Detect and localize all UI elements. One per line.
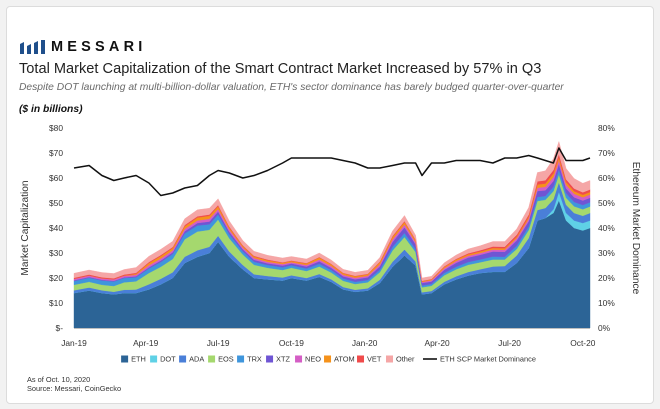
x-tick-label: Oct-19 bbox=[279, 338, 304, 348]
brand-name: MESSARI bbox=[51, 39, 147, 55]
as-of-note: As of Oct. 10, 2020 bbox=[27, 375, 91, 384]
y-tick-label: $70 bbox=[49, 148, 63, 158]
x-tick-label: Jul-19 bbox=[207, 338, 230, 348]
y2-axis-title: Ethereum Market Dominance bbox=[630, 162, 641, 295]
legend-label: XTZ bbox=[276, 355, 290, 364]
y2-tick-label: 50% bbox=[598, 198, 615, 208]
legend-label: Other bbox=[396, 355, 415, 364]
legend-label: ADA bbox=[189, 355, 204, 364]
legend-label: ETH bbox=[131, 355, 146, 364]
legend-swatch-eth bbox=[121, 355, 129, 363]
y-tick-label: $40 bbox=[49, 223, 63, 233]
legend-label: ETH SCP Market Dominance bbox=[440, 355, 536, 364]
legend-label: VET bbox=[367, 355, 382, 364]
x-tick-label: Oct-20 bbox=[570, 338, 595, 348]
y-axis-title: Market Capitalization bbox=[20, 180, 31, 275]
y2-tick-label: 60% bbox=[598, 173, 615, 183]
legend-swatch-dot bbox=[150, 355, 158, 363]
footnote: As of Oct. 10, 2020 Source: Messari, Coi… bbox=[27, 375, 121, 393]
x-tick-label: Apr-20 bbox=[425, 338, 450, 348]
y2-tick-label: 70% bbox=[598, 148, 615, 158]
y-tick-label: $80 bbox=[49, 123, 63, 133]
y-tick-label: $30 bbox=[49, 248, 63, 258]
y-tick-label: $20 bbox=[49, 273, 63, 283]
legend-label: TRX bbox=[247, 355, 262, 364]
y2-tick-label: 40% bbox=[598, 223, 615, 233]
x-tick-label: Apr-19 bbox=[133, 338, 158, 348]
legend-label: ATOM bbox=[334, 355, 355, 364]
legend-label: DOT bbox=[160, 355, 176, 364]
area-other bbox=[73, 140, 591, 282]
x-tick-label: Jul-20 bbox=[498, 338, 521, 348]
y2-tick-label: 10% bbox=[598, 298, 615, 308]
chart-subtitle: Despite DOT launching at multi-billion-d… bbox=[19, 82, 564, 93]
legend-swatch-eos bbox=[208, 355, 216, 363]
legend-label: NEO bbox=[305, 355, 321, 364]
y2-tick-label: 30% bbox=[598, 248, 615, 258]
units-label: ($ in billions) bbox=[19, 104, 83, 115]
legend-swatch-ada bbox=[179, 355, 187, 363]
chart-title: Total Market Capitalization of the Smart… bbox=[19, 61, 542, 77]
y-tick-label: $10 bbox=[49, 298, 63, 308]
legend-swatch-neo bbox=[295, 355, 303, 363]
chart-svg: $- $10 $20 $30 $40 $50 $60 $70 $80 0% 10% 20% 30% 40%… bbox=[20, 123, 641, 364]
legend-swatch-atom bbox=[324, 355, 332, 363]
chart-card: MESSARI Total Market Capitalization of t… bbox=[6, 6, 654, 404]
x-tick-label: Jan-20 bbox=[352, 338, 378, 348]
y2-tick-label: 80% bbox=[598, 123, 615, 133]
source-note: Source: Messari, CoinGecko bbox=[27, 384, 122, 393]
legend-label: EOS bbox=[218, 355, 234, 364]
y-tick-label: $60 bbox=[49, 173, 63, 183]
y2-tick-label: 0% bbox=[598, 323, 611, 333]
y2-tick-label: 20% bbox=[598, 273, 615, 283]
dominance-line bbox=[73, 147, 591, 197]
legend-swatch-xtz bbox=[266, 355, 274, 363]
messari-mark-icon bbox=[20, 40, 45, 54]
x-tick-label: Jan-19 bbox=[61, 338, 87, 348]
legend-swatch-trx bbox=[237, 355, 245, 363]
legend-swatch-other bbox=[386, 355, 394, 363]
brand: MESSARI bbox=[19, 39, 146, 55]
y-tick-label: $- bbox=[56, 323, 64, 333]
y-tick-label: $50 bbox=[49, 198, 63, 208]
legend-swatch-vet bbox=[357, 355, 365, 363]
